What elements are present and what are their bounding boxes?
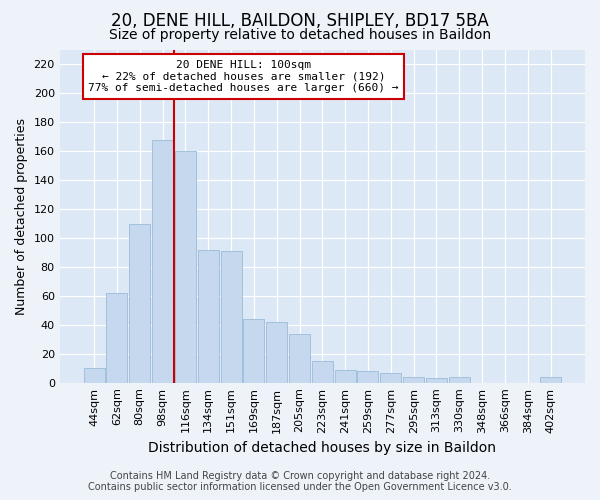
Bar [175,152,196,382]
Text: 20 DENE HILL: 100sqm
← 22% of detached houses are smaller (192)
77% of semi-deta: 20 DENE HILL: 100sqm ← 22% of detached h… [88,60,399,93]
Text: Size of property relative to detached houses in Baildon: Size of property relative to detached ho… [109,28,491,42]
Bar [335,370,356,382]
Bar [358,371,379,382]
Bar [403,377,424,382]
Text: 20, DENE HILL, BAILDON, SHIPLEY, BD17 5BA: 20, DENE HILL, BAILDON, SHIPLEY, BD17 5B… [111,12,489,30]
Y-axis label: Number of detached properties: Number of detached properties [15,118,28,315]
Bar [380,372,401,382]
Text: Contains HM Land Registry data © Crown copyright and database right 2024.
Contai: Contains HM Land Registry data © Crown c… [88,471,512,492]
Bar [312,361,333,382]
X-axis label: Distribution of detached houses by size in Baildon: Distribution of detached houses by size … [148,441,496,455]
Bar [289,334,310,382]
Bar [426,378,447,382]
Bar [244,319,265,382]
Bar [197,250,218,382]
Bar [449,377,470,382]
Bar [83,368,104,382]
Bar [106,293,127,382]
Bar [129,224,150,382]
Bar [221,251,242,382]
Bar [266,322,287,382]
Bar [152,140,173,382]
Bar [540,377,561,382]
